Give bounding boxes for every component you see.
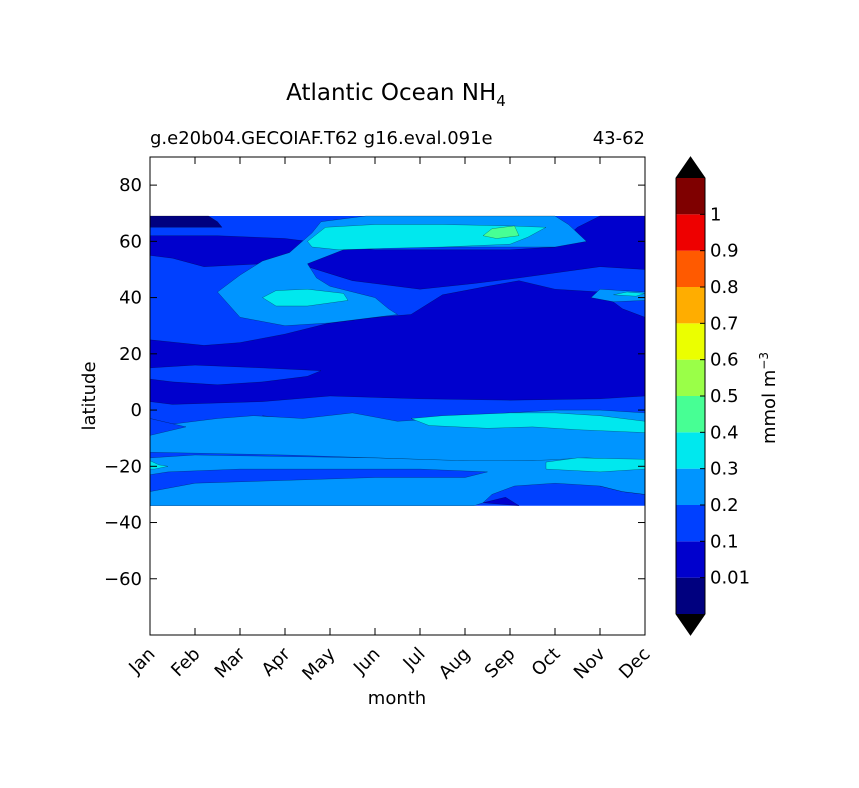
contour-region-18 xyxy=(150,460,169,470)
x-axis-label: month xyxy=(368,688,426,709)
colorbar-outline xyxy=(675,156,706,636)
colorbar-tick-label: 0.7 xyxy=(710,313,739,334)
contour-region-13 xyxy=(482,225,520,239)
colorbar-over-arrow xyxy=(676,157,705,178)
y-tick-label: 20 xyxy=(119,344,142,365)
x-tick-label: Dec xyxy=(615,644,654,683)
colorbar-segment xyxy=(676,505,705,542)
colorbar-segment xyxy=(676,178,705,215)
x-tick-label: May xyxy=(298,643,339,684)
colorbar-segment xyxy=(676,250,705,287)
colorbar-segment xyxy=(676,432,705,469)
y-tick-label: −40 xyxy=(104,513,142,534)
y-tick-label: −60 xyxy=(104,569,142,590)
colorbar-segment xyxy=(676,287,705,324)
colorbar: 0.01 0.1 0.2 0.3 0.4 0.5 0.6 0.7 0.8 0.9 1 xyxy=(675,156,750,636)
contour-region-16 xyxy=(410,412,645,433)
contour-region-15 xyxy=(150,418,187,436)
colorbar-tick-label: 0.01 xyxy=(710,568,750,589)
contour-region-2 xyxy=(150,364,322,385)
plot-frame xyxy=(149,156,646,636)
colorbar-segment xyxy=(676,214,705,251)
colorbar-segment xyxy=(676,468,705,505)
contour-region-17 xyxy=(150,454,645,506)
colorbar-tick-label: 0.8 xyxy=(710,277,739,298)
x-tick-label: Apr xyxy=(258,643,295,680)
subtitle-left: g.e20b04.GECOIAF.T62 g16.eval.091e xyxy=(150,128,493,149)
x-tick-label: Sep xyxy=(481,644,520,683)
colorbar-tick-label: 0.1 xyxy=(710,531,739,552)
colorbar-segment xyxy=(676,577,705,614)
colorbar-tick-label: 1 xyxy=(710,204,721,225)
colorbar-segment xyxy=(676,359,705,396)
x-tick-label: Nov xyxy=(570,643,610,683)
x-tick-label: Mar xyxy=(211,643,250,682)
contour-region-10 xyxy=(307,224,547,250)
y-tick-label: 60 xyxy=(119,231,142,252)
colorbar-tick-label: 0.2 xyxy=(710,495,739,516)
x-tick-label: Feb xyxy=(167,644,204,681)
colorbar-segment xyxy=(676,323,705,360)
y-tick-label: 80 xyxy=(119,175,142,196)
x-tick-label: Jan xyxy=(124,644,159,679)
contour-field xyxy=(150,215,645,506)
contour-region-12 xyxy=(613,291,645,297)
contour-region-11 xyxy=(262,289,349,307)
colorbar-segment xyxy=(676,541,705,578)
x-tick-label: Jun xyxy=(349,644,384,679)
colorbar-under-arrow xyxy=(676,614,705,635)
colorbar-tick-label: 0.3 xyxy=(710,459,739,480)
y-axis: 80 60 40 20 0 −20 −40 −60 xyxy=(104,175,645,590)
colorbar-tick-label: 0.9 xyxy=(710,241,739,262)
colorbar-tick-label: 0.6 xyxy=(710,350,739,371)
x-tick-label: Oct xyxy=(528,644,565,681)
colorbar-tick-label: 0.4 xyxy=(710,422,739,443)
x-tick-label: Aug xyxy=(435,644,475,684)
y-tick-label: 40 xyxy=(119,288,142,309)
colorbar-label: mmol m−3 xyxy=(757,352,780,444)
contour-region-19 xyxy=(545,457,645,473)
subtitle-right: 43-62 xyxy=(593,128,645,149)
contour-region-4 xyxy=(482,497,520,506)
colorbar-tick-label: 0.5 xyxy=(710,386,739,407)
x-tick-label: Jul xyxy=(399,644,430,675)
y-tick-label: 0 xyxy=(131,400,142,421)
contour-region-6 xyxy=(150,215,645,290)
contour-region-7 xyxy=(150,215,223,228)
y-axis-label: latitude xyxy=(79,361,100,430)
colorbar-segment xyxy=(676,396,705,433)
chart-title: Atlantic Ocean NH4 xyxy=(286,80,506,110)
y-tick-label: −20 xyxy=(104,456,142,477)
